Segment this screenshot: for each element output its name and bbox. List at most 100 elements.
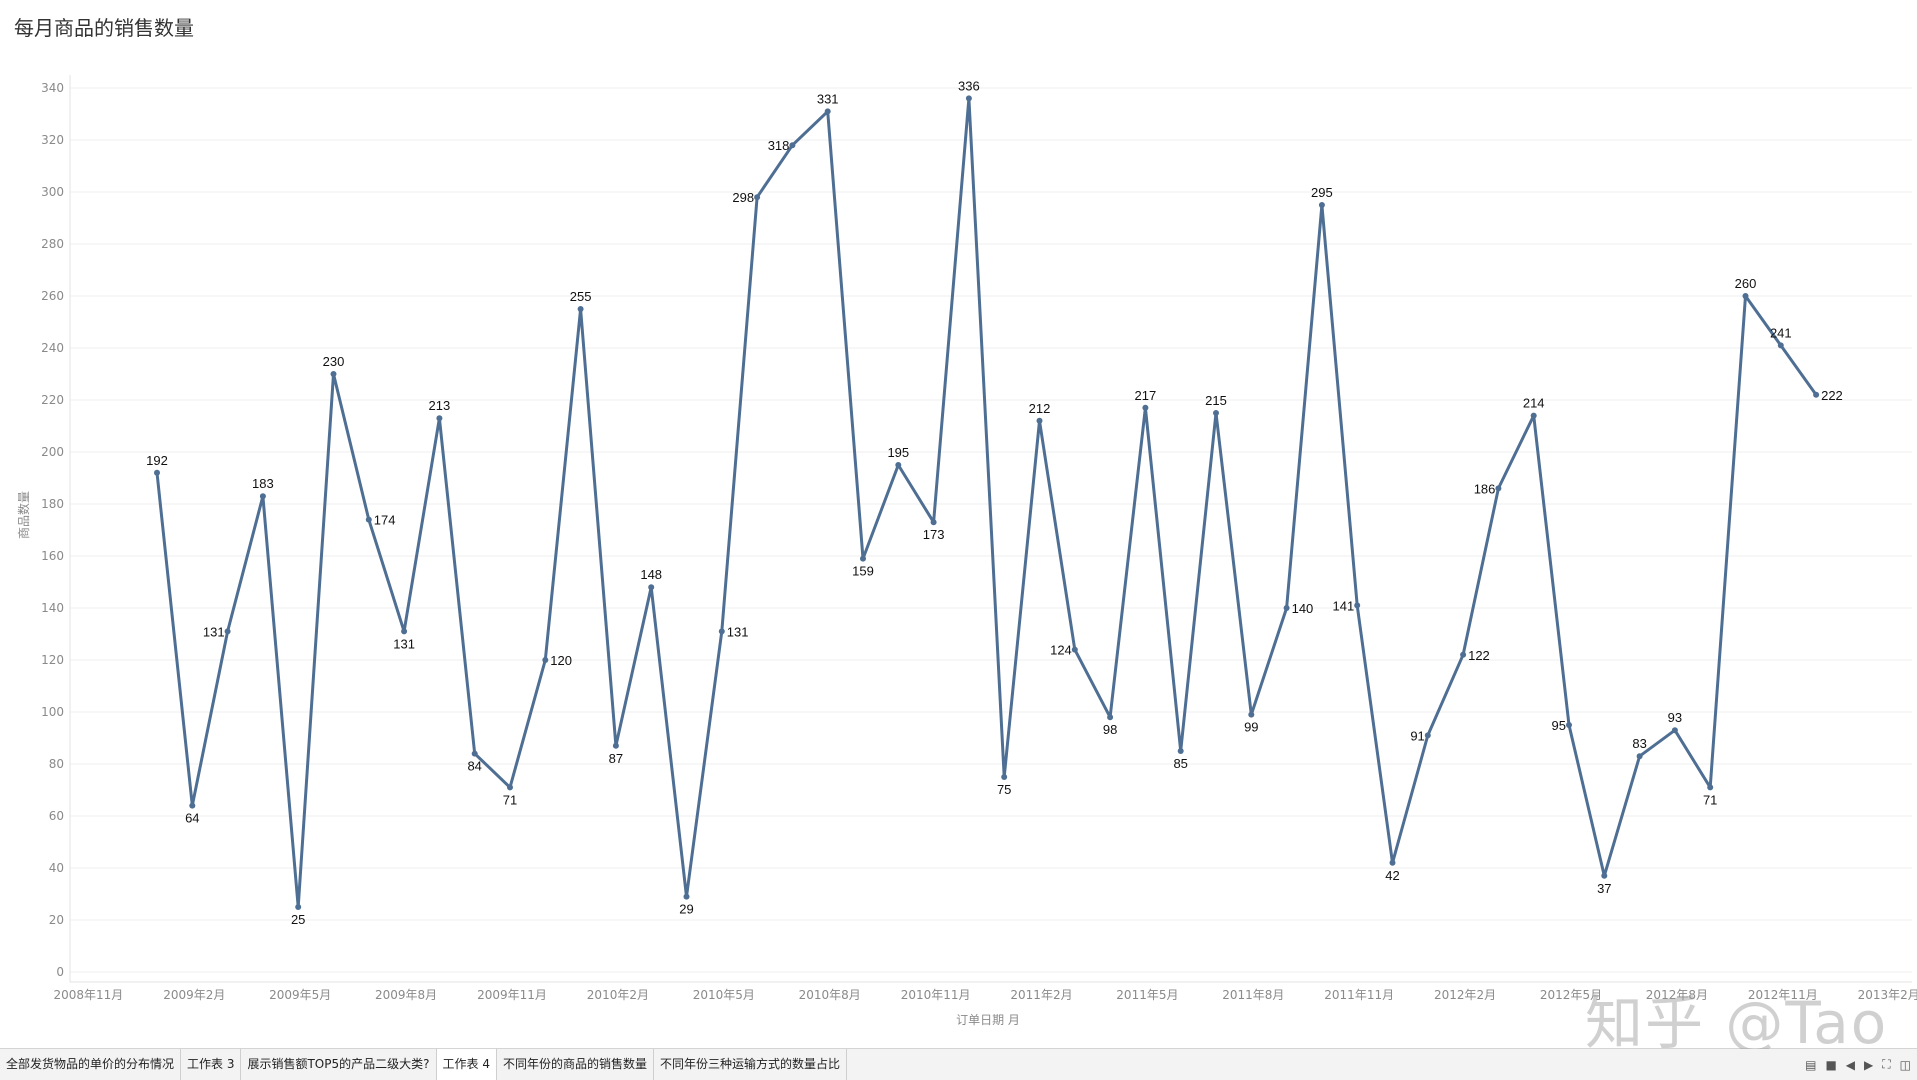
data-point (648, 584, 655, 591)
prev-arrow-icon[interactable]: ◀ (1845, 1057, 1856, 1072)
x-tick-label: 2010年5月 (693, 988, 755, 1002)
data-point (754, 194, 761, 201)
data-label: 214 (1523, 396, 1545, 411)
data-point (1177, 748, 1184, 754)
y-tick-label: 240 (41, 341, 64, 355)
data-point (542, 657, 549, 663)
data-label: 83 (1632, 736, 1646, 751)
x-axis: 2008年11月 2009年2月 2009年5月 2009年8月 2009年11月 201… (53, 988, 1917, 1002)
next-arrow-icon[interactable]: ▶ (1864, 1057, 1874, 1072)
data-point (895, 462, 902, 468)
data-label: 98 (1103, 722, 1117, 737)
x-tick-label: 2010年11月 (901, 988, 971, 1002)
y-tick-label: 340 (41, 81, 64, 95)
x-tick-label: 2011年8月 (1222, 988, 1284, 1002)
filmstrip-icon[interactable]: ■ (1825, 1057, 1837, 1072)
sheet-tab-bar: 全部发货物品的单价的分布情况 工作表 3 展示销售额TOP5的产品二级大类? 工作表 … (0, 1049, 1917, 1080)
data-label: 222 (1821, 388, 1843, 403)
data-point (824, 108, 831, 115)
data-label: 336 (958, 78, 980, 93)
data-label: 84 (467, 759, 481, 774)
data-point (930, 519, 937, 526)
data-point (1742, 293, 1749, 299)
data-point (1777, 342, 1784, 349)
fullscreen-icon[interactable]: ⛶ (1882, 1057, 1891, 1071)
sheet-tab-4[interactable]: 不同年份的商品的销售数量 (497, 1049, 654, 1080)
sheet-tab-5[interactable]: 不同年份三种运输方式的数量占比 (654, 1049, 847, 1080)
data-label: 29 (679, 902, 693, 917)
data-point (259, 493, 266, 500)
y-tick-label: 160 (41, 549, 64, 563)
x-axis-title: 订单日期 月 (956, 1013, 1020, 1027)
data-point (330, 371, 337, 377)
data-label: 148 (640, 567, 662, 582)
y-tick-label: 20 (49, 913, 64, 927)
data-label: 124 (1050, 643, 1072, 658)
y-tick-label: 260 (41, 289, 64, 303)
data-label: 213 (429, 398, 451, 413)
sheet-tab-1[interactable]: 工作表 3 (181, 1049, 242, 1080)
data-label: 186 (1474, 481, 1496, 496)
line-chart: 0 20 40 60 80 100 120 140 160 180 200 220 240 260 280 3… (16, 75, 1917, 1027)
y-tick-label: 40 (49, 861, 64, 875)
y-tick-label: 180 (41, 497, 64, 511)
data-label: 75 (997, 782, 1011, 797)
data-label: 131 (727, 624, 749, 639)
data-label: 37 (1597, 881, 1611, 896)
data-point (789, 142, 796, 149)
y-tick-label: 280 (41, 237, 64, 251)
data-label: 120 (550, 653, 572, 668)
data-points (154, 95, 1820, 910)
x-tick-label: 2011年5月 (1116, 988, 1178, 1002)
data-point (1318, 202, 1325, 208)
sheet-tabs: 全部发货物品的单价的分布情况 工作表 3 展示销售额TOP5的产品二级大类? 工作表 … (0, 1049, 847, 1080)
data-point (1248, 711, 1255, 718)
data-point (577, 306, 584, 312)
data-label: 42 (1385, 868, 1399, 883)
y-tick-label: 140 (41, 601, 64, 615)
data-label: 87 (609, 751, 623, 766)
data-label: 230 (323, 354, 345, 369)
presentation-icon[interactable]: ◫ (1899, 1057, 1911, 1072)
data-point (1566, 722, 1572, 728)
x-tick-label: 2011年2月 (1010, 988, 1072, 1002)
sheet-tab-3[interactable]: 工作表 4 (436, 1049, 497, 1080)
data-label: 295 (1311, 185, 1333, 200)
tab-nav-controls: ▤ ■ ◀ ▶ ⛶ ◫ (1805, 1049, 1911, 1080)
data-point (1460, 651, 1467, 658)
data-point (295, 904, 302, 910)
sheet-tab-0[interactable]: 全部发货物品的单价的分布情况 (0, 1049, 182, 1080)
y-tick-label: 80 (49, 757, 64, 771)
sheet-tab-2[interactable]: 展示销售额TOP5的产品二级大类? (241, 1049, 437, 1080)
data-label: 95 (1552, 718, 1566, 733)
data-label: 298 (732, 190, 754, 205)
y-tick-label: 120 (41, 653, 64, 667)
data-label: 192 (146, 453, 168, 468)
data-point (1813, 391, 1820, 398)
series-line (155, 96, 1818, 909)
x-tick-label: 2010年2月 (587, 988, 649, 1002)
data-label: 25 (291, 912, 305, 927)
data-label: 131 (393, 636, 415, 651)
data-point (1071, 646, 1078, 653)
data-point (365, 516, 372, 523)
data-label: 140 (1292, 601, 1314, 616)
x-tick-label: 2009年11月 (477, 988, 547, 1002)
data-label: 260 (1735, 276, 1757, 291)
data-point (1424, 732, 1431, 739)
data-label: 141 (1332, 598, 1354, 613)
data-label: 64 (185, 811, 199, 826)
grid-view-icon[interactable]: ▤ (1805, 1057, 1817, 1072)
data-point (507, 784, 513, 791)
x-tick-label: 2010年8月 (799, 988, 861, 1002)
data-point (1213, 410, 1219, 416)
data-point (683, 893, 690, 900)
y-tick-label: 200 (41, 445, 64, 459)
data-label: 71 (503, 792, 517, 807)
data-label: 212 (1029, 401, 1051, 416)
data-label: 131 (203, 624, 225, 639)
data-point (1636, 753, 1643, 760)
data-point (1601, 872, 1608, 879)
x-tick-label: 2012年2月 (1434, 988, 1496, 1002)
data-label: 173 (923, 527, 945, 542)
